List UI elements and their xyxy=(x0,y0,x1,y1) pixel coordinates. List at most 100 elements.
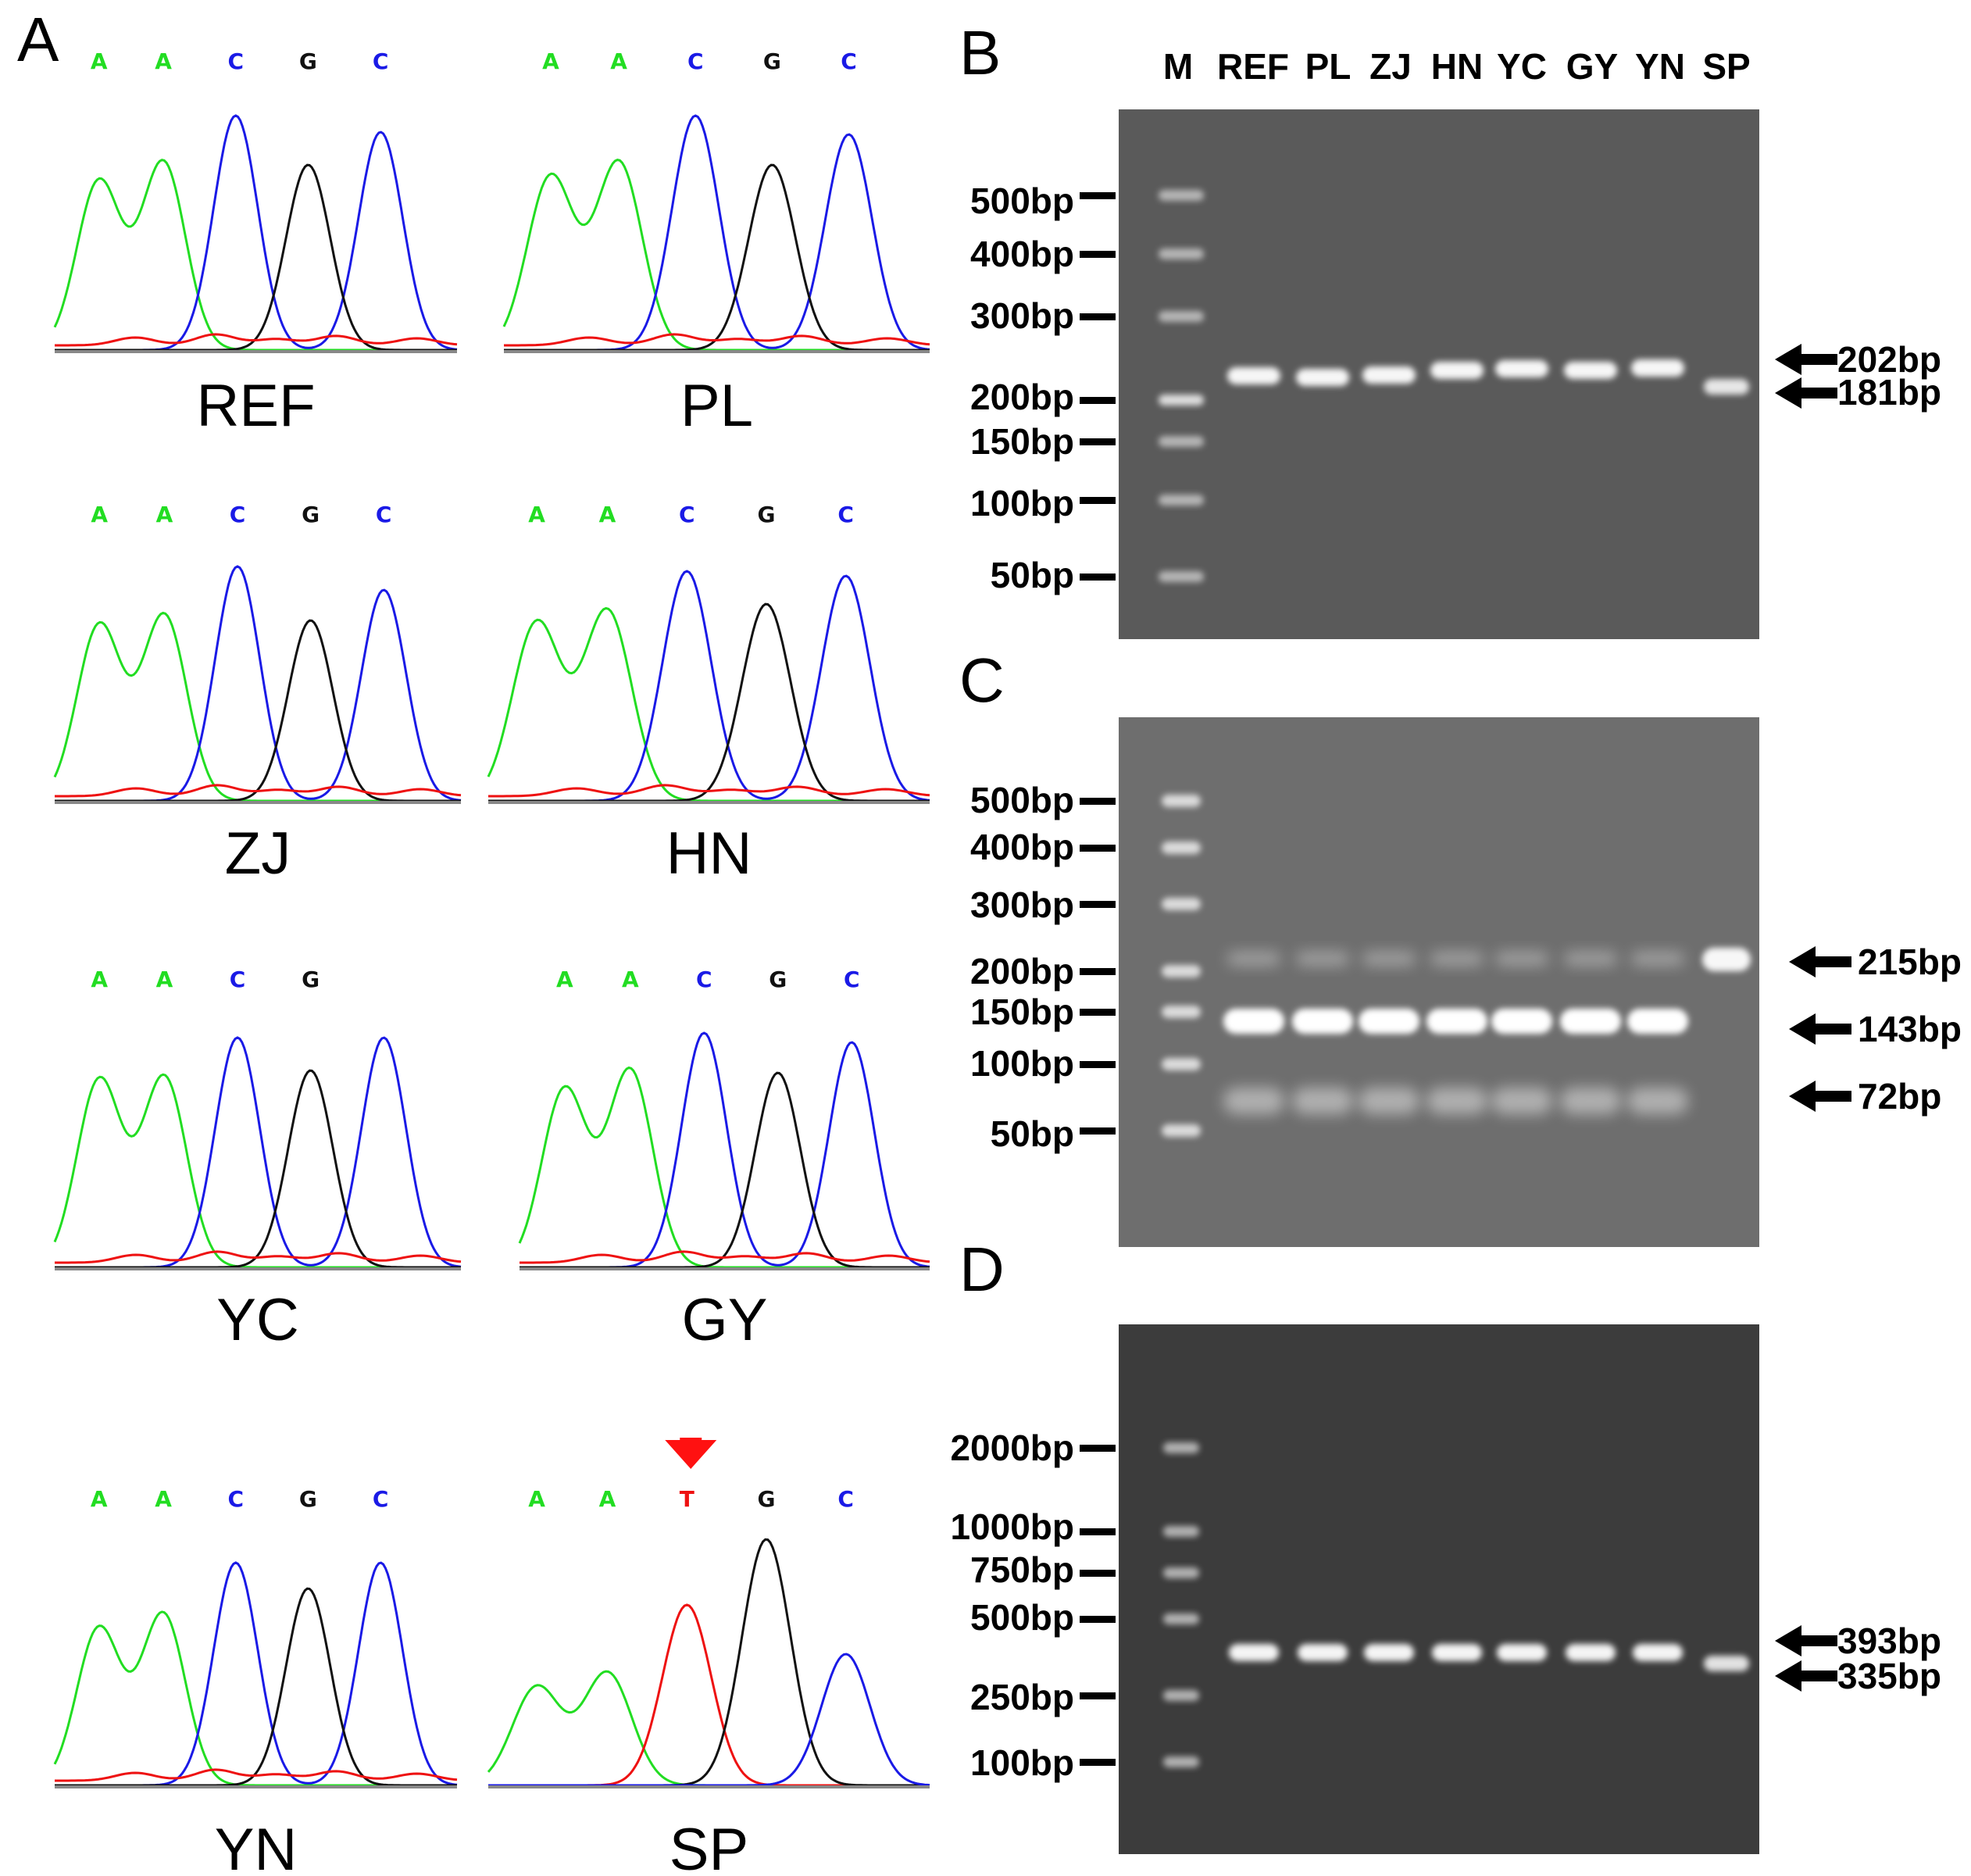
chromatogram-gy: A A C G C GY xyxy=(518,967,930,1353)
sample-label: PL xyxy=(680,373,753,439)
base-call: C xyxy=(228,1486,245,1512)
gel-band xyxy=(1566,1644,1616,1661)
gel-d-size-labels: 393bp 335bp xyxy=(1837,1621,1941,1696)
ladder-label: 750bp xyxy=(970,1549,1074,1590)
base-call: C xyxy=(841,48,857,74)
gel-panel-b: B 500bp 400bp 300bp 200bp 150bp 100bp 50… xyxy=(959,18,1941,639)
gel-band xyxy=(1163,1442,1199,1453)
gel-band xyxy=(1631,952,1684,966)
ladder-tick xyxy=(1080,1570,1116,1577)
band-size-label: 202bp xyxy=(1837,339,1941,380)
base-call: C xyxy=(230,967,246,992)
base-call: G xyxy=(302,967,320,992)
base-call: A xyxy=(155,48,172,74)
gel-band xyxy=(1163,1756,1199,1767)
gel-band xyxy=(1223,1009,1284,1034)
ladder-tick xyxy=(1080,1759,1116,1766)
base-call: C xyxy=(696,967,712,992)
gel-band xyxy=(1163,1567,1199,1578)
gel-band xyxy=(1430,362,1484,379)
ladder-tick xyxy=(1080,901,1116,908)
trace-C xyxy=(488,570,930,802)
arrow-left-icon xyxy=(1775,344,1837,375)
ladder-tick xyxy=(1080,192,1116,199)
ladder-tick xyxy=(1080,251,1116,258)
arrow-left-icon xyxy=(1789,946,1851,977)
trace-T xyxy=(55,784,462,798)
gel-b-size-labels: 202bp 181bp xyxy=(1837,339,1941,413)
trace-C xyxy=(55,114,458,352)
ladder-tick xyxy=(1080,313,1116,320)
gel-panel-c: C 500bp 400bp 300bp 200bp 150bp 100bp 50… xyxy=(959,645,1962,1247)
ladder-tick xyxy=(1080,798,1116,805)
gel-band xyxy=(1223,1088,1284,1114)
ladder-tick xyxy=(1080,574,1116,581)
ladder-tick xyxy=(1080,438,1116,445)
gel-panels: M REF PL ZJ HN YC GY YN SP B 500bp 400bp… xyxy=(950,18,1962,1854)
base-call: A xyxy=(556,967,573,992)
ladder-label: 200bp xyxy=(970,951,1074,992)
base-call: G xyxy=(769,967,787,992)
band-size-label: 335bp xyxy=(1837,1656,1941,1696)
gel-band xyxy=(1159,190,1204,201)
sample-label: SP xyxy=(669,1817,748,1876)
chromatogram-yn: A A C G C YN xyxy=(53,1486,458,1876)
band-size-label: 215bp xyxy=(1858,942,1962,982)
gel-band xyxy=(1491,1009,1552,1034)
lane-label-sp: SP xyxy=(1702,46,1750,87)
base-call: G xyxy=(758,1486,776,1512)
band-size-label: 143bp xyxy=(1858,1009,1962,1049)
ladder-tick xyxy=(1080,1061,1116,1068)
chromatogram-pl: A A C G C PL xyxy=(502,48,930,439)
gel-band xyxy=(1163,1613,1199,1624)
gel-band xyxy=(1159,311,1204,322)
base-call: A xyxy=(155,1486,172,1512)
lane-label-hn: HN xyxy=(1431,46,1483,87)
gel-band xyxy=(1159,571,1204,582)
ladder-label: 300bp xyxy=(970,884,1074,925)
ladder-tick xyxy=(1080,1692,1116,1699)
gel-band xyxy=(1296,369,1349,386)
lane-label-yn: YN xyxy=(1635,46,1685,87)
gel-d-image xyxy=(1119,1324,1759,1854)
lane-label-pl: PL xyxy=(1305,46,1351,87)
trace-A xyxy=(53,1073,461,1269)
base-call: A xyxy=(91,967,108,992)
chromatogram-yc: A A C G YC xyxy=(53,967,462,1353)
trace-T xyxy=(488,784,930,798)
trace-C xyxy=(55,1036,462,1269)
gel-band xyxy=(1162,795,1201,807)
ladder-label: 150bp xyxy=(970,421,1074,462)
gel-band xyxy=(1426,1009,1487,1034)
lane-label-zj: ZJ xyxy=(1369,46,1412,87)
gel-band xyxy=(1633,1644,1683,1661)
gel-band xyxy=(1292,1088,1353,1114)
sample-label: YC xyxy=(216,1287,299,1353)
gel-band xyxy=(1560,1088,1621,1114)
base-call: A xyxy=(622,967,639,992)
mutation-arrow-icon xyxy=(665,1438,717,1469)
base-call: G xyxy=(758,502,776,527)
panel-c-letter: C xyxy=(959,645,1005,715)
trace-C xyxy=(504,114,930,352)
gel-band xyxy=(1359,1009,1419,1034)
gel-b-ladder-labels: 500bp 400bp 300bp 200bp 150bp 100bp 50bp xyxy=(970,180,1074,595)
gel-band xyxy=(1364,1644,1414,1661)
base-call: A xyxy=(91,48,108,74)
trace-T xyxy=(55,1768,458,1782)
gel-band xyxy=(1495,360,1548,377)
ladder-label: 2000bp xyxy=(950,1428,1074,1468)
ladder-label: 150bp xyxy=(970,992,1074,1032)
gel-band xyxy=(1491,1088,1552,1114)
sample-label: HN xyxy=(666,820,752,887)
gel-band xyxy=(1159,436,1204,447)
ladder-tick xyxy=(1080,1528,1116,1535)
base-call: A xyxy=(599,1486,616,1512)
panel-b-letter: B xyxy=(959,18,1001,88)
base-call: G xyxy=(763,48,781,74)
ladder-tick xyxy=(1080,1009,1116,1016)
base-call: C xyxy=(679,502,695,527)
ladder-label: 400bp xyxy=(970,234,1074,274)
ladder-tick xyxy=(1080,845,1116,852)
